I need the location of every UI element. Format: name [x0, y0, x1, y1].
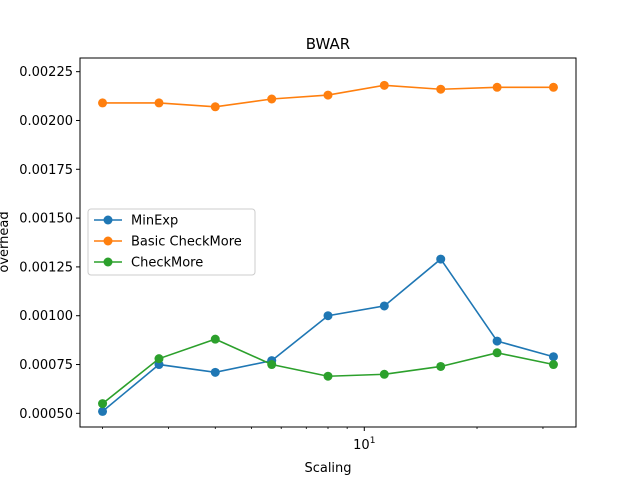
data-point [210, 334, 220, 344]
data-point [323, 371, 333, 381]
series-basic-checkmore [98, 80, 558, 112]
x-axis-label: Scaling [304, 461, 351, 476]
legend-label: CheckMore [131, 256, 203, 271]
data-point [323, 311, 333, 321]
series-checkmore [98, 334, 558, 409]
data-point [548, 352, 558, 362]
data-point [154, 98, 164, 108]
data-point [98, 98, 108, 108]
series-line [102, 338, 554, 405]
legend-swatch-marker [103, 215, 113, 225]
legend-label: MinExp [131, 214, 178, 229]
data-point [548, 82, 558, 92]
y-tick-label: 0.00050 [19, 407, 73, 422]
data-point [436, 254, 446, 264]
data-point [436, 84, 446, 94]
legend-swatch-marker [103, 236, 113, 246]
data-point [379, 301, 389, 311]
data-point [267, 94, 277, 104]
y-tick-label: 0.00125 [19, 260, 73, 275]
data-point [548, 360, 558, 370]
y-tick-label: 0.00175 [19, 163, 73, 178]
data-point [323, 90, 333, 100]
data-point [210, 102, 220, 112]
data-point [154, 354, 164, 364]
y-tick-label: 0.00200 [19, 114, 73, 129]
data-point [98, 406, 108, 416]
plot-area [98, 80, 558, 416]
legend-swatch-marker [103, 257, 113, 267]
data-point [492, 348, 502, 358]
data-point [492, 336, 502, 346]
series-minexp [98, 254, 558, 416]
y-tick-label: 0.00150 [19, 212, 73, 227]
legend: MinExp Basic CheckMore CheckMore [87, 208, 256, 276]
chart-title: BWAR [306, 35, 350, 53]
legend-label: Basic CheckMore [131, 235, 242, 250]
data-point [436, 361, 446, 371]
data-point [98, 399, 108, 409]
y-tick-label: 0.00075 [19, 358, 73, 373]
y-tick-label: 0.00225 [19, 65, 73, 80]
data-point [210, 367, 220, 377]
y-axis-label: overhead [0, 211, 12, 272]
x-tick-label: 101 [353, 436, 375, 453]
y-tick-label: 0.00100 [19, 309, 73, 324]
series-line [102, 257, 554, 412]
data-point [379, 80, 389, 90]
data-point [267, 360, 277, 370]
legend-box [87, 208, 256, 276]
data-point [379, 369, 389, 379]
data-point [492, 82, 502, 92]
